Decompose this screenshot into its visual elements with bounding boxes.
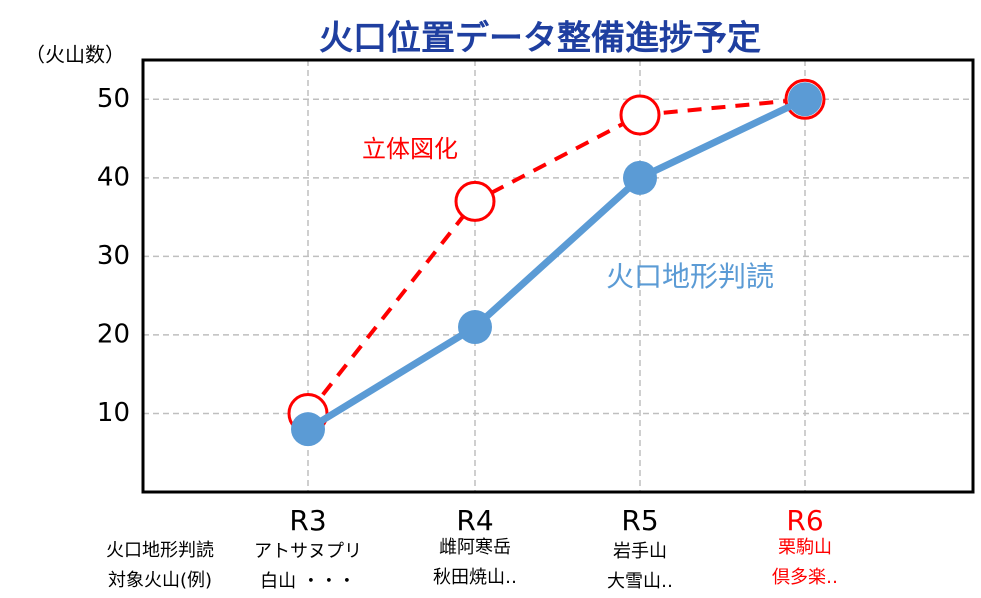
data-point [291,412,325,446]
y-axis-label: （火山数） [25,43,125,67]
y-tick-label: 40 [97,162,130,192]
example-volcano: 大雪山‥ [607,571,673,592]
data-point [458,310,492,344]
chart-title: 火口位置データ整備進捗予定 [319,19,761,59]
example-volcano: 秋田焼山‥ [433,567,517,588]
y-tick-label: 20 [97,319,130,349]
page: {"chart_data": {"type": "line", "title":… [0,0,981,598]
x-tick-label: R5 [621,504,658,537]
example-volcano: 栗駒山 [778,537,832,558]
y-tick-label: 50 [97,84,130,114]
y-tick-label: 30 [97,241,130,271]
plot-frame [143,60,973,492]
example-volcano: 岩手山 [613,541,667,562]
example-volcano: 白山 ・・・ [260,571,356,592]
data-point [788,82,822,116]
data-point [623,161,657,195]
data-point [456,182,494,220]
x-tick-label: R4 [456,504,493,537]
chart: 火口位置データ整備進捗予定 （火山数） 火口地形判読 対象火山(例) 10 20 3… [0,0,981,598]
example-volcano: 倶多楽‥ [772,567,838,588]
row-label: 対象火山(例) [108,570,212,591]
y-tick-label: 10 [97,398,130,428]
row-label: 火口地形判読 [106,540,214,561]
series-label: 火口地形判読 [606,260,774,293]
example-volcano: 雌阿寒岳 [439,537,511,558]
x-tick-label: R6 [786,504,823,537]
example-volcano: アトサヌプリ [254,541,362,562]
series-label: 立体図化 [362,135,458,163]
x-tick-label: R3 [289,504,326,537]
data-point [621,96,659,134]
